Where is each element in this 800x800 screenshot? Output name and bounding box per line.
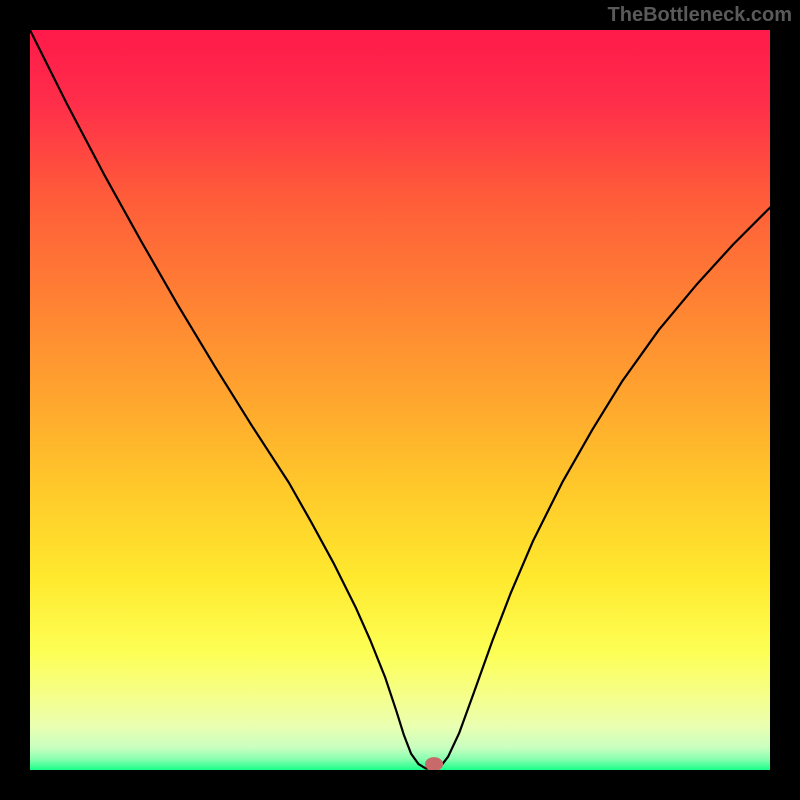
bottleneck-curve bbox=[30, 30, 770, 769]
chart-container: TheBottleneck.com bbox=[0, 0, 800, 800]
watermark-text: TheBottleneck.com bbox=[608, 4, 792, 27]
plot-area bbox=[30, 30, 770, 770]
optimum-marker bbox=[425, 757, 443, 770]
curve-svg bbox=[30, 30, 770, 770]
